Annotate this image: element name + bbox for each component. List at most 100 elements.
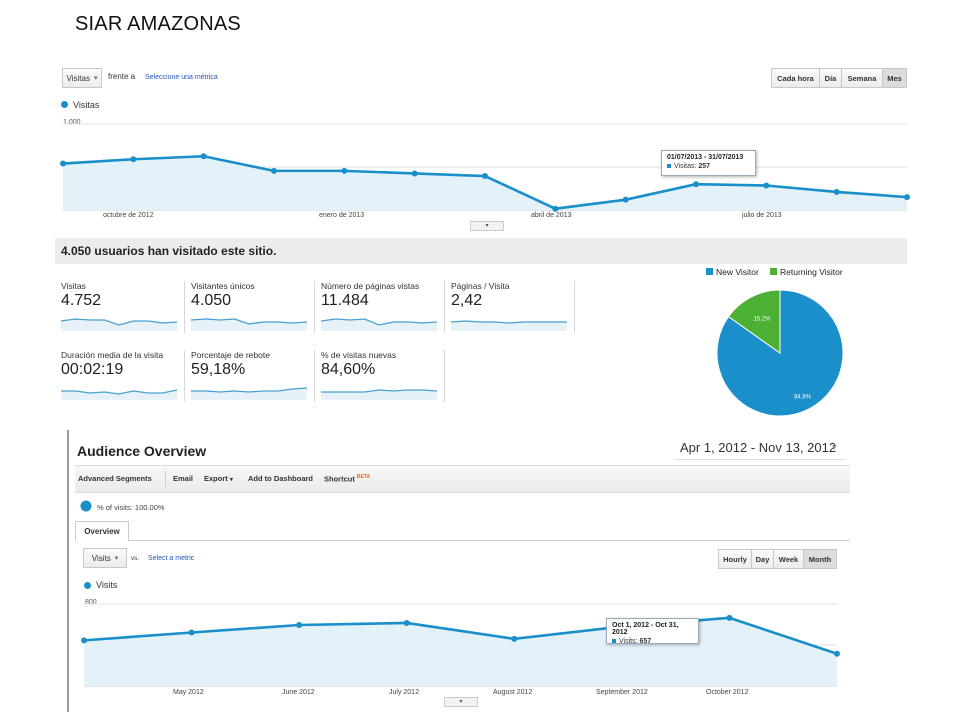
pie-legend-new: New Visitor [716,267,759,277]
period-day-button[interactable]: Día [819,68,842,88]
data-point [726,614,733,621]
legend-label: Visitas [73,100,100,110]
metric-visits[interactable]: Visitas 4.752 [61,281,186,351]
metric-pageviews[interactable]: Número de páginas vistas 11.484 [321,281,446,351]
metric-label: Visitas [61,281,86,291]
metric-label: Duración media de la visita [61,350,164,360]
data-point [81,637,87,644]
series-swatch-icon [612,639,616,644]
data-point [130,156,137,163]
divider [444,350,445,402]
collapse-handle[interactable]: ▾ [444,697,478,707]
metric-value: 00:02:19 [61,361,124,378]
series-area [63,156,907,210]
x-tick-label: September 2012 [596,689,648,696]
metric-value: 84,60% [321,361,376,378]
sparkline [191,387,307,393]
data-point [403,619,410,626]
legend-label: Visits [96,580,118,590]
sparkline-area [451,321,567,331]
email-button[interactable]: Email [173,474,194,483]
metric-sparkline [191,318,307,331]
chevron-down-icon: ▾ [114,555,119,562]
data-point [904,194,910,201]
segment-info: % of visits: 100.00% [97,503,165,512]
period-hourly-button[interactable]: Hourly [718,549,752,569]
chevron-down-icon: ▾ [229,477,233,483]
export-label: Export [204,474,228,483]
data-point [763,182,770,189]
export-button[interactable]: Export ▾ [204,474,233,483]
metric-label: Porcentaje de rebote [191,350,270,360]
metric-new-visits[interactable]: % de visitas nuevas 84,60% [321,350,446,420]
beta-badge: BETA [356,474,371,480]
shortcut-button[interactable]: Shortcut BETA [324,474,370,484]
pie-slice-label: 84.8% [794,395,812,401]
tooltip-value: 257 [698,163,711,170]
chart-tooltip: Oct 1, 2012 - Oct 31, 2012 Visits: 657 [606,618,699,645]
y-tick-label: 1.000 [63,119,81,126]
period-month-button[interactable]: Mes [882,68,907,88]
select-metric-link[interactable]: Seleccione una métrica [145,74,218,81]
divider [314,281,315,333]
metric-avg-duration[interactable]: Duración media de la visita 00:02:19 [61,350,186,420]
date-range-text: Apr 1, 2012 - Nov 13, 2012 [680,440,837,455]
panel-border [67,430,69,712]
data-point [552,205,559,212]
chevron-down-icon: ▾ [93,75,98,82]
data-point [622,196,629,203]
tooltip-label: Visitas: [674,163,697,170]
x-tick-label: julio de 2013 [742,212,782,219]
data-point [60,160,66,167]
metric-select[interactable]: Visits ▾ [83,548,127,568]
metric-unique-visitors[interactable]: Visitantes únicos 4.050 [191,281,316,351]
legend-swatch-icon [770,268,777,275]
data-point [296,622,303,629]
x-tick-label: October 2012 [706,689,749,696]
metric-pages-per-visit[interactable]: Páginas / Visita 2,42 [451,281,576,351]
select-metric-link[interactable]: Select a metric [148,555,195,562]
x-tick-label: June 2012 [282,689,315,696]
metric-sparkline [61,318,177,331]
metric-sparkline [191,387,307,400]
divider [314,350,315,402]
summary-banner-text: 4.050 usuarios han visitado este sitio. [61,244,277,258]
chart-tooltip: 01/07/2013 - 31/07/2013 Visitas: 257 [661,150,756,176]
tab-overview[interactable]: Overview [75,521,129,541]
divider [444,281,445,333]
data-point [834,650,840,657]
data-point [482,173,488,180]
tooltip-value: 657 [639,638,652,645]
sparkline [61,389,177,395]
sparkline [321,318,437,326]
metric-sparkline [61,389,177,400]
advanced-segments-button[interactable]: Advanced Segments [78,474,152,483]
data-point [833,188,840,195]
sparkline [61,318,177,326]
add-to-dashboard-button[interactable]: Add to Dashboard [248,474,313,483]
divider [165,471,166,487]
data-point [511,635,518,642]
x-tick-label: July 2012 [389,689,419,696]
divider [184,350,185,402]
tab-underline [129,540,850,541]
metric-value: 11.484 [321,292,369,309]
top-line-chart [60,123,910,212]
x-tick-label: enero de 2013 [319,212,365,219]
metric-sparkline [321,389,437,400]
tooltip-range: Oct 1, 2012 - Oct 31, 2012 [612,622,679,636]
metric-label: Páginas / Visita [451,281,510,291]
sparkline [191,318,307,325]
period-hourly-button[interactable]: Cada hora [771,68,820,88]
period-month-button[interactable]: Month [803,549,837,569]
metric-select-label: Visits [91,553,111,563]
date-range-picker[interactable]: Apr 1, 2012 - Nov 13, 2012 ▾ [676,437,844,460]
metric-value: 4.752 [61,292,102,309]
metric-bounce-rate[interactable]: Porcentaje de rebote 59,18% [191,350,316,420]
metric-select[interactable]: Visitas ▾ [62,68,102,88]
sparkline [321,389,437,393]
collapse-handle[interactable]: ▾ [470,221,504,231]
y-tick-label: 800 [85,599,97,606]
x-tick-label: May 2012 [173,689,204,696]
